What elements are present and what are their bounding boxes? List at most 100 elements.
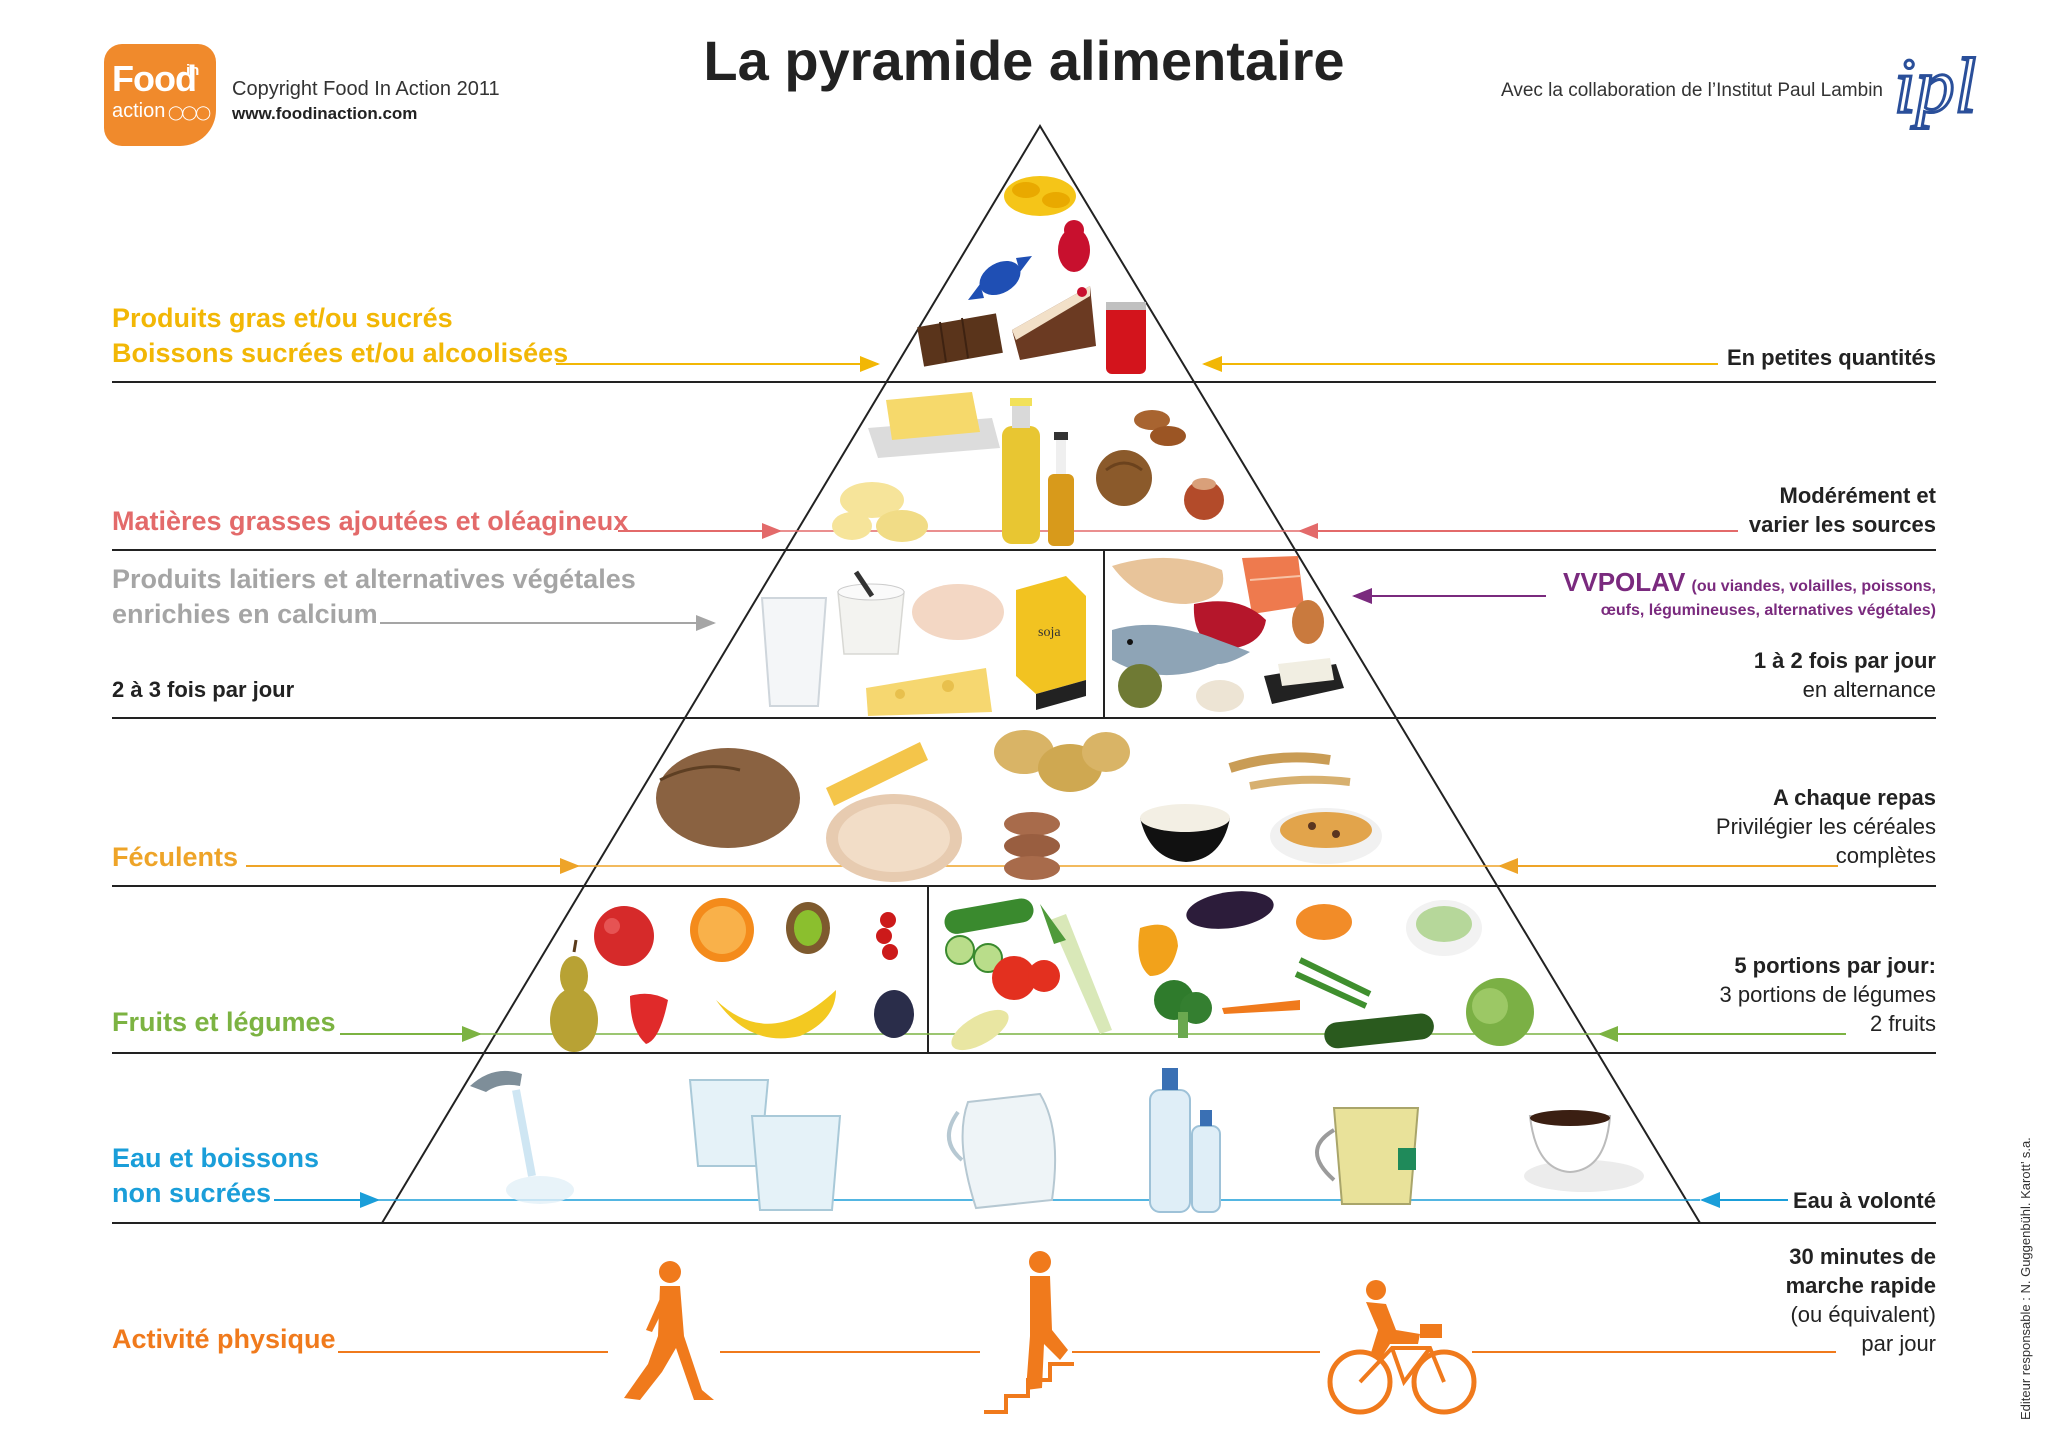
stair-climber-icon <box>984 1251 1074 1414</box>
pear-icon <box>550 939 598 1052</box>
label-fruits-vegetables: Fruits et légumes <box>112 1005 336 1040</box>
website-link[interactable]: www.foodinaction.com <box>232 104 418 123</box>
vvpolav-sub: (ou viandes, volailles, poissons, <box>1691 578 1936 595</box>
tier-separators <box>112 381 1936 1224</box>
zucchini-icon <box>1324 1013 1434 1049</box>
logo-word-food: Food <box>112 58 197 99</box>
cereal-flakes-icon <box>1270 808 1382 864</box>
green-beans-icon <box>1294 957 1372 1009</box>
label-line: enrichies en calcium <box>112 599 378 629</box>
protein-foods <box>1112 556 1344 712</box>
logo-word-in: in <box>186 62 200 79</box>
tier2-foods <box>832 392 1224 546</box>
water-items <box>470 1068 1644 1213</box>
food-in-action-logo: Food in action ◯◯◯ <box>104 44 216 146</box>
water-jug-icon <box>947 1092 1057 1210</box>
lettuce-icon <box>1466 978 1534 1046</box>
label-line: Matières grasses ajoutées et oléagineux <box>112 506 629 536</box>
grain-cakes-icon <box>1004 812 1060 880</box>
pepper-icon <box>1138 924 1178 976</box>
orange-icon <box>690 898 754 962</box>
bread-loaf-icon <box>656 748 800 848</box>
fruits <box>550 898 914 1052</box>
advice-line: 5 portions par jour: <box>1734 953 1936 978</box>
eggplant-icon <box>1186 891 1274 929</box>
bread-slices-icon <box>826 794 962 882</box>
label-line: non sucrées <box>112 1178 272 1208</box>
advice-protein-frequency: 1 à 2 fois par jour en alternance <box>1754 646 1936 704</box>
soda-can-icon <box>1106 302 1146 374</box>
dairy-foods: soja <box>760 570 1086 716</box>
butter-curls-icon <box>832 482 928 542</box>
label-line: Boissons sucrées et/ou alcoolisées <box>112 338 569 368</box>
advice-line: A chaque repas <box>1772 785 1936 810</box>
advice-moderately: Modérément et varier les sources <box>1749 481 1936 539</box>
advice-activity: 30 minutes de marche rapide (ou équivale… <box>1786 1242 1936 1358</box>
cyclist-icon <box>1327 1280 1477 1415</box>
wrapped-candy-icon <box>968 256 1032 300</box>
label-physical-activity: Activité physique <box>112 1324 336 1354</box>
leek-icon <box>1040 904 1112 1034</box>
label-line: Fruits et légumes <box>112 1007 336 1037</box>
carrot-icon <box>1222 1000 1300 1014</box>
potatoes-icon <box>994 730 1130 792</box>
walking-person-icon <box>624 1261 714 1400</box>
label-line: Eau et boissons <box>112 1143 320 1173</box>
banana-icon <box>716 990 836 1039</box>
advice-vvpolav: VVPOLAV (ou viandes, volailles, poissons… <box>1563 568 1936 621</box>
water-bottle-small-icon <box>1191 1110 1221 1213</box>
advice-line: 2 fruits <box>1869 1011 1936 1036</box>
label-dairy-frequency: 2 à 3 fois par jour <box>112 677 295 702</box>
tea-glass-icon <box>1315 1107 1420 1205</box>
cake-slice-icon <box>1012 286 1096 360</box>
advice-line: En petites quantités <box>1726 345 1936 370</box>
label-added-fats: Matières grasses ajoutées et oléagineux <box>112 504 628 539</box>
butter-icon <box>868 392 1000 458</box>
label-fatty-sweet-products: Produits gras et/ou sucrés Boissons sucr… <box>112 301 568 371</box>
label-line: Féculents <box>112 842 239 872</box>
gummy-bear-icon <box>1058 220 1090 272</box>
advice-line: en alternance <box>1802 677 1936 702</box>
rice-bowl-icon <box>1140 804 1230 862</box>
advice-line: Modérément et <box>1779 483 1936 508</box>
water-bottle-icon <box>1149 1068 1191 1213</box>
plum-icon <box>874 990 914 1038</box>
vvpolav-sub2: œufs, légumineuses, alternatives végétal… <box>1600 602 1936 619</box>
advice-line: 3 portions de légumes <box>1719 982 1936 1007</box>
lentils-icon <box>1118 664 1162 708</box>
advice-line: (ou équivalent) <box>1790 1302 1936 1327</box>
label-line: Produits gras et/ou sucrés <box>112 303 453 333</box>
copyright-text: Copyright Food In Action 2011 <box>232 78 500 100</box>
tier1-foods <box>917 176 1146 374</box>
wheat-icon <box>1228 752 1351 790</box>
tap-water-icon <box>470 1070 574 1204</box>
carrot-grated-icon <box>1296 904 1352 940</box>
chicken-icon <box>1112 557 1224 604</box>
advice-water-at-will: Eau à volonté <box>1793 1186 1936 1215</box>
oil-bottle-icon <box>1002 398 1040 544</box>
advice-line: marche rapide <box>1785 1273 1936 1298</box>
fish-icon <box>1112 624 1250 676</box>
logo-circles-icon: ◯◯◯ <box>168 104 211 120</box>
coffee-cup-icon <box>1524 1110 1644 1192</box>
endive-icon <box>951 1009 1009 1051</box>
yogurt-icon <box>837 570 905 655</box>
collaboration-text: Avec la collaboration de l’Institut Paul… <box>1501 80 1883 101</box>
activity-icons <box>624 1251 1477 1415</box>
advice-five-portions: 5 portions par jour: 3 portions de légum… <box>1720 951 1936 1038</box>
almonds-icon <box>1134 410 1186 446</box>
advice-line: Eau à volonté <box>1792 1188 1936 1213</box>
advice-line: 30 minutes de <box>1789 1244 1936 1269</box>
ipl-logo-text: ipl <box>1894 42 1976 129</box>
advice-each-meal: A chaque repas Privilégier les céréales … <box>1716 783 1936 870</box>
redcurrant-icon <box>876 912 898 960</box>
tomato-icon <box>992 956 1060 1000</box>
chips-icon <box>1004 176 1076 216</box>
page-title: La pyramide alimentaire <box>703 29 1345 92</box>
label-dairy-products: Produits laitiers et alternatives végéta… <box>112 562 636 632</box>
soy-carton-label: soja <box>1038 625 1061 640</box>
advice-line: 1 à 2 fois par jour <box>1753 648 1936 673</box>
publisher-credit: Editeur responsable : N. Guggenbühl. Kar… <box>2018 1137 2033 1420</box>
logo-word-action: action <box>112 100 166 122</box>
